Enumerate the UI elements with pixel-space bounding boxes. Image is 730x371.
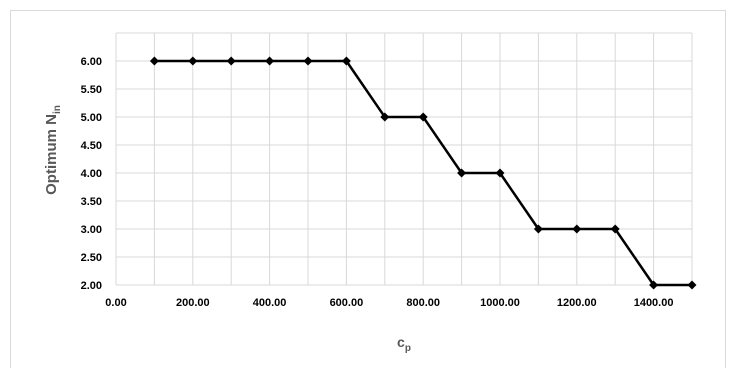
x-tick-label: 1000.00 [480,297,520,309]
x-axis-title: cp [397,334,411,354]
data-point-marker [457,168,467,178]
data-point-marker [533,224,543,234]
data-point-marker [341,56,351,66]
data-point-marker [610,224,620,234]
y-tick-label: 3.00 [81,224,102,236]
x-tick-label: 200.00 [176,297,210,309]
chart-frame [10,10,726,368]
gridlines [115,32,693,286]
x-axis-title-subscript: p [405,343,411,354]
data-point-marker [495,168,505,178]
data-point-marker [188,56,198,66]
x-tick-label: 800.00 [406,297,440,309]
x-axis-title-text: c [397,334,405,350]
y-tick-label: 2.50 [81,252,102,264]
y-tick-label: 6.00 [81,56,102,68]
y-tick-label: 3.50 [81,196,102,208]
y-axis-ticks: 2.00 2.50 3.00 3.50 4.00 4.50 5.00 5.50 6.00 [81,56,102,292]
y-tick-label: 5.00 [81,112,102,124]
data-point-marker [572,224,582,234]
series-group [149,56,697,290]
data-point-marker [418,112,428,122]
data-point-marker [380,112,390,122]
y-tick-label: 4.50 [81,140,102,152]
y-axis-title-text: Optimum N [43,114,60,195]
x-tick-label: 1200.00 [557,297,597,309]
data-point-marker [226,56,236,66]
data-point-marker [265,56,275,66]
data-point-marker [149,56,159,66]
y-axis-title: Optimum Nin [43,105,63,195]
y-tick-label: 2.00 [81,280,102,292]
x-tick-label: 1400.00 [634,297,674,309]
x-tick-label: 600.00 [330,297,364,309]
y-tick-label: 5.50 [81,84,102,96]
x-tick-label: 400.00 [253,297,287,309]
data-point-marker [649,280,659,290]
y-axis-title-subscript: in [52,105,63,114]
y-tick-label: 4.00 [81,168,102,180]
data-point-marker [687,280,697,290]
x-tick-label: 0.00 [105,297,126,309]
x-axis-ticks: 0.00 200.00 400.00 600.00 800.00 1000.00 1200.… [105,297,673,309]
data-point-marker [303,56,313,66]
